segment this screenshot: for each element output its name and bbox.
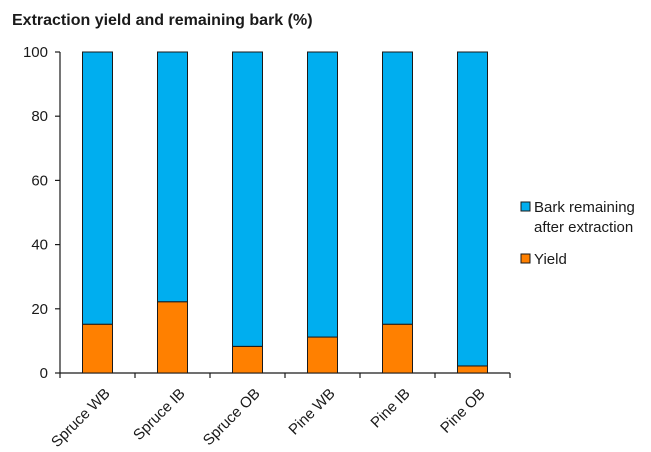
x-tick-label: Pine IB	[367, 385, 413, 431]
legend: Bark remaining after extraction Yield	[520, 199, 635, 268]
bar-segment	[457, 51, 488, 367]
y-tick-label: 100	[23, 44, 48, 61]
legend-swatch	[520, 253, 531, 264]
y-tick-label: 0	[40, 365, 48, 382]
bar-segment	[82, 51, 113, 325]
chart-title: Extraction yield and remaining bark (%)	[12, 12, 313, 29]
bar-segment	[457, 365, 488, 374]
x-tick-label: Spruce OB	[200, 385, 264, 449]
y-tick-label: 60	[31, 172, 48, 189]
bar-segment	[382, 323, 413, 374]
y-tick-label: 20	[31, 301, 48, 318]
bar-segment	[382, 51, 413, 325]
legend-label: Yield	[534, 251, 567, 268]
bar-segment	[157, 301, 188, 374]
y-tick-label: 40	[31, 237, 48, 254]
bar-segment	[157, 51, 188, 303]
plot-area: 0 20 40 60 80 100 Spruce WB Spruce IB Spruce OB P…	[23, 44, 511, 451]
x-tick-label: Pine WB	[285, 385, 338, 438]
legend-swatch	[520, 201, 531, 212]
bar-segment	[232, 345, 263, 374]
bar-segment	[307, 51, 338, 338]
bar-segment	[307, 336, 338, 374]
bar-segment	[232, 51, 263, 347]
x-tick-label: Spruce WB	[48, 385, 114, 451]
y-tick-label: 80	[31, 108, 48, 125]
legend-label: after extraction	[534, 219, 633, 236]
legend-label: Bark remaining	[534, 199, 635, 216]
x-tick-label: Spruce IB	[130, 385, 189, 444]
bar-segment	[82, 323, 113, 374]
x-tick-label: Pine OB	[437, 385, 489, 437]
